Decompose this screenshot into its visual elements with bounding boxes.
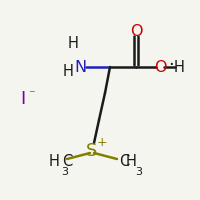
Text: C: C (62, 154, 72, 170)
Text: 3: 3 (61, 167, 68, 177)
Text: 3: 3 (136, 167, 143, 177)
Text: ⁻: ⁻ (28, 88, 35, 102)
Text: O: O (130, 24, 142, 40)
Text: C: C (119, 154, 129, 170)
Text: H: H (126, 154, 136, 170)
Text: H: H (174, 60, 184, 74)
Text: N: N (74, 60, 86, 74)
Text: H: H (68, 36, 78, 51)
Text: ·: · (168, 56, 174, 74)
Text: H: H (49, 154, 60, 170)
Text: I: I (20, 90, 26, 108)
Text: O: O (154, 60, 166, 74)
Text: +: + (96, 137, 107, 150)
Text: S: S (86, 142, 98, 160)
Text: H: H (63, 64, 73, 78)
